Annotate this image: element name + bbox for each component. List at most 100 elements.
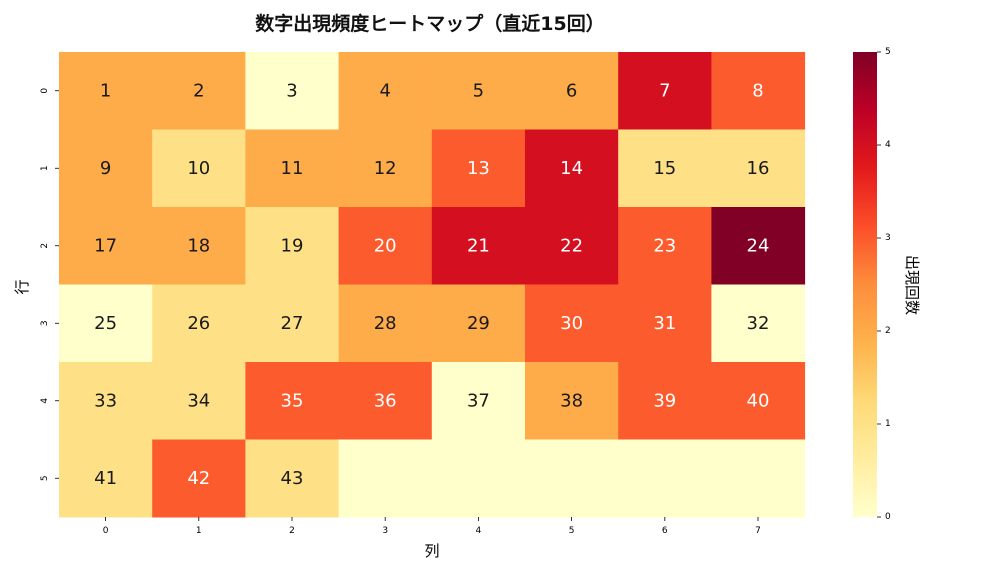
cell-number-label: 27	[281, 313, 304, 334]
heatmap-cell-r4-c4	[431, 362, 526, 440]
heatmap-cell-r2-c6	[618, 207, 712, 285]
heatmap-cell-r3-c7	[711, 284, 806, 363]
y-tick-label: 4	[40, 398, 50, 404]
heatmap-cell-r5-c1	[152, 439, 246, 518]
cell-number-label: 8	[752, 80, 763, 101]
heatmap-cell-r3-c3	[338, 284, 433, 363]
cell-number-label: 19	[281, 235, 304, 256]
cell-number-label: 15	[653, 158, 676, 179]
heatmap-cell-r5-c2	[245, 439, 340, 518]
x-axis-label: 列	[424, 542, 439, 560]
heatmap-cell-r4-c7	[711, 362, 806, 440]
heatmap-cell-r4-c0	[59, 362, 153, 440]
colorbar-tick-label: 1	[885, 419, 891, 429]
cell-number-label: 37	[467, 390, 490, 411]
cell-number-label: 16	[747, 158, 770, 179]
y-tick-label: 1	[40, 165, 50, 171]
cell-number-label: 20	[374, 235, 397, 256]
heatmap-cell-r0-c4	[431, 52, 526, 130]
heatmap-cell-r1-c1	[152, 129, 246, 208]
cell-number-label: 21	[467, 235, 490, 256]
heatmap-cell-r3-c6	[618, 284, 712, 363]
heatmap-cell-r5-c0	[59, 439, 153, 518]
colorbar-ticks: 0 1 2 3 4 5	[877, 47, 891, 522]
heatmap-cell-r5-c5	[525, 439, 619, 518]
heatmap-cell-r0-c7	[711, 52, 806, 130]
heatmap-cell-r0-c0	[59, 52, 153, 130]
heatmap-cell-r2-c4	[431, 207, 526, 285]
cell-number-label: 32	[747, 313, 770, 334]
heatmap-cell-r1-c0	[59, 129, 153, 208]
heatmap-cell-r2-c5	[525, 207, 619, 285]
cell-number-label: 34	[187, 390, 210, 411]
heatmap-cell-r1-c6	[618, 129, 712, 208]
x-tick-label: 4	[476, 526, 482, 536]
x-tick-label: 0	[103, 526, 109, 536]
heatmap-cell-r1-c4	[431, 129, 526, 208]
colorbar	[853, 52, 877, 517]
cell-number-label: 24	[747, 235, 770, 256]
x-tick-label: 1	[196, 526, 202, 536]
heatmap-cell-r1-c7	[711, 129, 806, 208]
heatmap-cell-r2-c0	[59, 207, 153, 285]
cell-number-label: 7	[659, 80, 670, 101]
cell-number-label: 9	[100, 158, 111, 179]
heatmap-cell-r4-c5	[525, 362, 619, 440]
cell-number-label: 40	[747, 390, 770, 411]
cell-number-label: 2	[193, 80, 204, 101]
heatmap-cell-r3-c2	[245, 284, 340, 363]
x-tick-label: 6	[662, 526, 668, 536]
heatmap-cell-r5-c6	[618, 439, 712, 518]
cell-number-label: 29	[467, 313, 490, 334]
cell-number-label: 12	[374, 158, 397, 179]
cell-number-label: 4	[379, 80, 390, 101]
heatmap-cell-r3-c5	[525, 284, 619, 363]
colorbar-tick-label: 5	[885, 47, 891, 57]
cell-number-label: 30	[560, 313, 583, 334]
heatmap-cell-r3-c1	[152, 284, 246, 363]
x-tick-label: 2	[289, 526, 295, 536]
heatmap-cell-r5-c3	[338, 439, 433, 518]
heatmap-cell-r0-c3	[338, 52, 433, 130]
cell-number-label: 43	[281, 468, 304, 489]
chart-title: 数字出現頻度ヒートマップ（直近15回）	[255, 12, 604, 35]
cell-number-label: 5	[473, 80, 484, 101]
heatmap-cell-r1-c5	[525, 129, 619, 208]
cell-number-label: 33	[94, 390, 117, 411]
cell-number-label: 6	[566, 80, 577, 101]
cell-number-label: 31	[653, 313, 676, 334]
colorbar-tick-label: 3	[885, 233, 891, 243]
heatmap-cell-r2-c2	[245, 207, 340, 285]
x-tick-label: 7	[755, 526, 761, 536]
heatmap-cell-r4-c1	[152, 362, 246, 440]
heatmap-cell-r4-c2	[245, 362, 340, 440]
y-tick-label: 3	[40, 320, 50, 326]
cell-number-label: 35	[281, 390, 304, 411]
heatmap-cell-r1-c2	[245, 129, 340, 208]
cell-number-label: 39	[653, 390, 676, 411]
cell-number-label: 10	[187, 158, 210, 179]
x-tick-label: 5	[569, 526, 575, 536]
heatmap-cell-r5-c4	[431, 439, 526, 518]
heatmap-cell-r0-c5	[525, 52, 619, 130]
x-tick-label: 3	[382, 526, 388, 536]
heatmap-cell-r5-c7	[711, 439, 806, 518]
heatmap-cell-r3-c4	[431, 284, 526, 363]
cell-number-label: 13	[467, 158, 490, 179]
heatmap-cell-r4-c3	[338, 362, 433, 440]
cell-number-label: 22	[560, 235, 583, 256]
heatmap-cell-r1-c3	[338, 129, 433, 208]
y-axis-ticks: 0 1 2 3 4 5	[40, 88, 59, 481]
cell-number-label: 1	[100, 80, 111, 101]
cell-number-label: 14	[560, 158, 583, 179]
cell-number-label: 36	[374, 390, 397, 411]
heatmap-cell-r2-c7	[711, 207, 806, 285]
cell-number-label: 3	[286, 80, 297, 101]
x-axis-ticks: 0 1 2 3 4 5 6 7	[103, 517, 761, 536]
colorbar-tick-label: 4	[885, 140, 891, 150]
heatmap-cell-r2-c1	[152, 207, 246, 285]
colorbar-tick-label: 2	[885, 326, 891, 336]
cell-number-label: 42	[187, 468, 210, 489]
